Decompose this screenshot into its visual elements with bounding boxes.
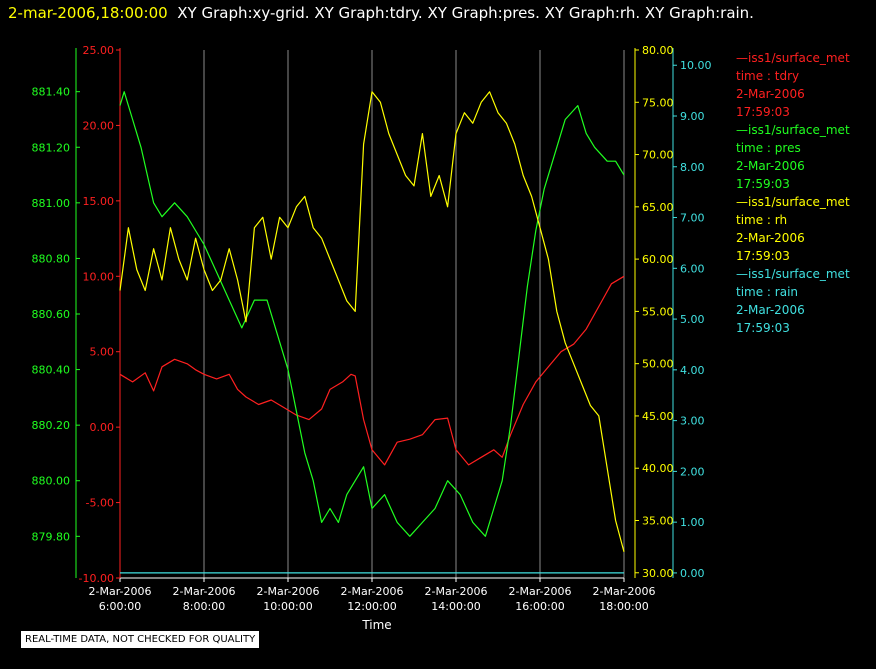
x-tick-date: 2-Mar-2006 — [593, 585, 656, 598]
rh-tick-label: 55.00 — [642, 305, 674, 318]
rh-tick-label: 65.00 — [642, 201, 674, 214]
x-tick-date: 2-Mar-2006 — [89, 585, 152, 598]
legend-series: —iss1/surface_met — [736, 123, 850, 137]
series-rh-line — [119, 91, 625, 553]
rh-tick-label: 45.00 — [642, 410, 674, 423]
x-tick-time: 14:00:00 — [431, 600, 480, 613]
legend-var: time : pres — [736, 141, 801, 155]
pres-tick-label: 880.00 — [32, 475, 71, 488]
x-tick-date: 2-Mar-2006 — [173, 585, 236, 598]
x-tick-time: 18:00:00 — [599, 600, 648, 613]
x-tick-time: 16:00:00 — [515, 600, 564, 613]
pres-tick-label: 880.60 — [32, 308, 71, 321]
legend-date: 2-Mar-2006 — [736, 231, 805, 245]
rain-tick-label: 3.00 — [680, 415, 705, 428]
legend-time: 17:59:03 — [736, 177, 790, 191]
header-titles: XY Graph:xy-grid. XY Graph:tdry. XY Grap… — [177, 4, 754, 22]
header: 2-mar-2006,18:00:00 XY Graph:xy-grid. XY… — [8, 4, 754, 22]
pres-tick-label: 880.40 — [32, 364, 71, 377]
rain-tick-label: 2.00 — [680, 465, 705, 478]
legend-series: —iss1/surface_met — [736, 51, 850, 65]
rain-tick-label: 9.00 — [680, 110, 705, 123]
x-tick-date: 2-Mar-2006 — [341, 585, 404, 598]
series-lines — [119, 91, 625, 574]
legend-date: 2-Mar-2006 — [736, 159, 805, 173]
pres-tick-label: 881.00 — [32, 197, 71, 210]
tdry-tick-label: 20.00 — [83, 119, 115, 132]
rain-tick-label: 8.00 — [680, 161, 705, 174]
tdry-tick-label: 0.00 — [90, 421, 115, 434]
legend-time: 17:59:03 — [736, 105, 790, 119]
rh-tick-label: 30.00 — [642, 567, 674, 580]
x-tick-date: 2-Mar-2006 — [257, 585, 320, 598]
x-tick-time: 12:00:00 — [347, 600, 396, 613]
legend-date: 2-Mar-2006 — [736, 87, 805, 101]
pres-tick-label: 881.40 — [32, 86, 71, 99]
rh-tick-label: 35.00 — [642, 514, 674, 527]
legend-series: —iss1/surface_met — [736, 267, 850, 281]
rain-tick-label: 5.00 — [680, 313, 705, 326]
x-tick-date: 2-Mar-2006 — [425, 585, 488, 598]
x-tick-date: 2-Mar-2006 — [509, 585, 572, 598]
legend-var: time : rain — [736, 285, 799, 299]
x-tick-time: 8:00:00 — [183, 600, 225, 613]
pres-tick-label: 880.20 — [32, 419, 71, 432]
tdry-tick-label: -5.00 — [86, 497, 114, 510]
tdry-tick-label: 15.00 — [83, 195, 115, 208]
series-tdry-line — [119, 275, 625, 466]
pres-tick-label: 880.80 — [32, 252, 71, 265]
rh-tick-label: 75.00 — [642, 96, 674, 109]
header-timestamp: 2-mar-2006,18:00:00 — [8, 4, 168, 22]
rain-tick-label: 6.00 — [680, 262, 705, 275]
legend-var: time : rh — [736, 213, 788, 227]
legend-time: 17:59:03 — [736, 321, 790, 335]
tdry-tick-label: 25.00 — [83, 44, 115, 57]
pres-tick-label: 879.80 — [32, 530, 71, 543]
axes — [75, 48, 674, 579]
series-pres-line — [119, 91, 625, 537]
rh-tick-label: 60.00 — [642, 253, 674, 266]
vertical-grid — [119, 50, 625, 578]
rh-tick-label: 70.00 — [642, 149, 674, 162]
rain-tick-label: 0.00 — [680, 567, 705, 580]
pres-tick-label: 881.20 — [32, 141, 71, 154]
tdry-tick-label: 5.00 — [90, 346, 115, 359]
legend-date: 2-Mar-2006 — [736, 303, 805, 317]
x-tick-time: 10:00:00 — [263, 600, 312, 613]
legend-series: —iss1/surface_met — [736, 195, 850, 209]
x-axis-label: Time — [361, 618, 391, 632]
rain-tick-label: 10.00 — [680, 59, 712, 72]
rain-tick-label: 1.00 — [680, 516, 705, 529]
quality-notice: REAL-TIME DATA, NOT CHECKED FOR QUALITY — [21, 631, 260, 648]
legend-time: 17:59:03 — [736, 249, 790, 263]
x-tick-time: 6:00:00 — [99, 600, 141, 613]
tdry-tick-label: 10.00 — [83, 270, 115, 283]
rain-tick-label: 7.00 — [680, 212, 705, 225]
rh-tick-label: 50.00 — [642, 358, 674, 371]
tdry-tick-label: -10.00 — [79, 572, 114, 585]
legend-var: time : tdry — [736, 69, 800, 83]
rh-tick-label: 80.00 — [642, 44, 674, 57]
rh-tick-label: 40.00 — [642, 462, 674, 475]
rain-tick-label: 4.00 — [680, 364, 705, 377]
tick-labels: 2-Mar-2006 6:00:00 2-Mar-2006 8:00:00 2-Mar-… — [32, 44, 712, 613]
